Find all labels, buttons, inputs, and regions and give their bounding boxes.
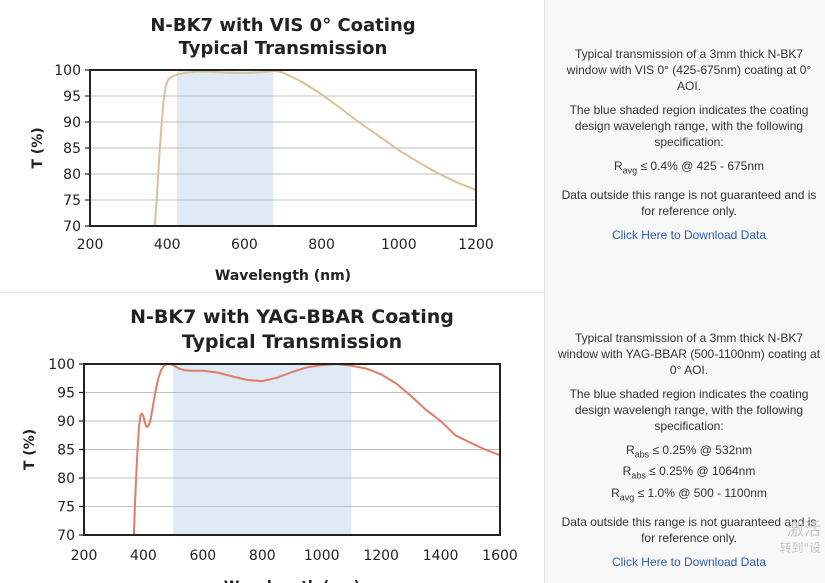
x-tick-label: 400	[154, 237, 181, 253]
spec-line: Ravg ≤ 1.0% @ 500 - 1100nm	[611, 485, 767, 503]
x-tick-label: 1000	[304, 548, 340, 564]
x-tick-label: 1000	[381, 237, 417, 253]
description-text: Typical transmission of a 3mm thick N-BK…	[555, 46, 823, 243]
x-tick-label: 1600	[482, 548, 518, 564]
chart-cell: N-BK7 with VIS 0° Coating Typical Transmi…	[0, 0, 545, 293]
y-tick-label: 90	[57, 414, 75, 430]
chart-row-yag: N-BK7 with YAG-BBAR Coating Typical Trans…	[0, 292, 825, 583]
y-tick-label: 70	[57, 528, 75, 544]
activation-watermark: 激活 转到"设	[779, 520, 821, 555]
spec-list: Rabs ≤ 0.25% @ 532nm Rabs ≤ 0.25% @ 1064…	[555, 442, 823, 506]
chart-row-vis: N-BK7 with VIS 0° Coating Typical Transmi…	[0, 0, 825, 293]
x-tick-label: 1200	[458, 237, 494, 253]
x-tick-label: 400	[130, 548, 157, 564]
description-disclaimer: Data outside this range is not guarantee…	[561, 188, 817, 219]
description-text: Typical transmission of a 3mm thick N-BK…	[555, 330, 823, 570]
x-tick-label: 600	[189, 548, 216, 564]
chart-title-line: Typical Transmission	[179, 38, 388, 59]
x-tick-label: 1400	[423, 548, 459, 564]
y-tick-label: 80	[63, 167, 81, 183]
x-tick-label: 800	[249, 548, 276, 564]
download-data-link[interactable]: Click Here to Download Data	[611, 555, 767, 570]
y-axis-label: T (%)	[22, 429, 38, 470]
transmission-series-line	[153, 70, 476, 226]
x-axis-label: Wavelength (nm)	[224, 579, 360, 583]
description-shading-note: The blue shaded region indicates the coa…	[569, 387, 809, 433]
y-tick-label: 80	[57, 471, 75, 487]
y-tick-label: 90	[63, 115, 81, 131]
x-axis-label: Wavelength (nm)	[215, 268, 351, 284]
description-disclaimer: Data outside this range is not guarantee…	[561, 515, 817, 546]
chart-title-line: Typical Transmission	[182, 331, 402, 353]
download-data-link[interactable]: Click Here to Download Data	[611, 228, 767, 243]
x-tick-label: 200	[71, 548, 98, 564]
y-tick-label: 100	[48, 357, 75, 373]
y-axis-label: T (%)	[30, 127, 46, 168]
spec-line: Ravg ≤ 0.4% @ 425 - 675nm	[613, 159, 765, 176]
description-shading-note: The blue shaded region indicates the coa…	[569, 103, 809, 149]
y-tick-label: 85	[63, 141, 81, 157]
chart-cell: N-BK7 with YAG-BBAR Coating Typical Trans…	[0, 292, 545, 583]
description-panel: Typical transmission of a 3mm thick N-BK…	[545, 0, 825, 293]
y-tick-label: 100	[54, 63, 81, 79]
description-summary: Typical transmission of a 3mm thick N-BK…	[566, 47, 812, 93]
y-tick-label: 75	[63, 193, 81, 209]
plot-border	[89, 69, 477, 227]
y-tick-label: 75	[57, 500, 75, 516]
chart-title-line: N-BK7 with VIS 0° Coating	[150, 15, 415, 36]
chart-title-line: N-BK7 with YAG-BBAR Coating	[130, 306, 454, 328]
transmission-series-line	[132, 363, 500, 535]
transmission-chart-yag: N-BK7 with YAG-BBAR Coating Typical Trans…	[22, 306, 518, 583]
y-tick-label: 85	[57, 443, 75, 459]
spec-line: Rabs ≤ 0.25% @ 532nm	[625, 443, 753, 460]
y-tick-label: 95	[63, 89, 81, 105]
description-summary: Typical transmission of a 3mm thick N-BK…	[557, 331, 821, 377]
description-panel: Typical transmission of a 3mm thick N-BK…	[545, 292, 825, 583]
plot-border	[83, 363, 501, 536]
y-tick-label: 70	[63, 219, 81, 235]
spec-list: Ravg ≤ 0.4% @ 425 - 675nm	[555, 158, 823, 179]
y-tick-label: 95	[57, 386, 75, 402]
x-tick-label: 1200	[363, 548, 399, 564]
x-tick-label: 200	[77, 237, 104, 253]
x-tick-label: 600	[231, 237, 258, 253]
spec-line: Rabs ≤ 0.25% @ 1064nm	[622, 464, 756, 481]
x-tick-label: 800	[308, 237, 335, 253]
